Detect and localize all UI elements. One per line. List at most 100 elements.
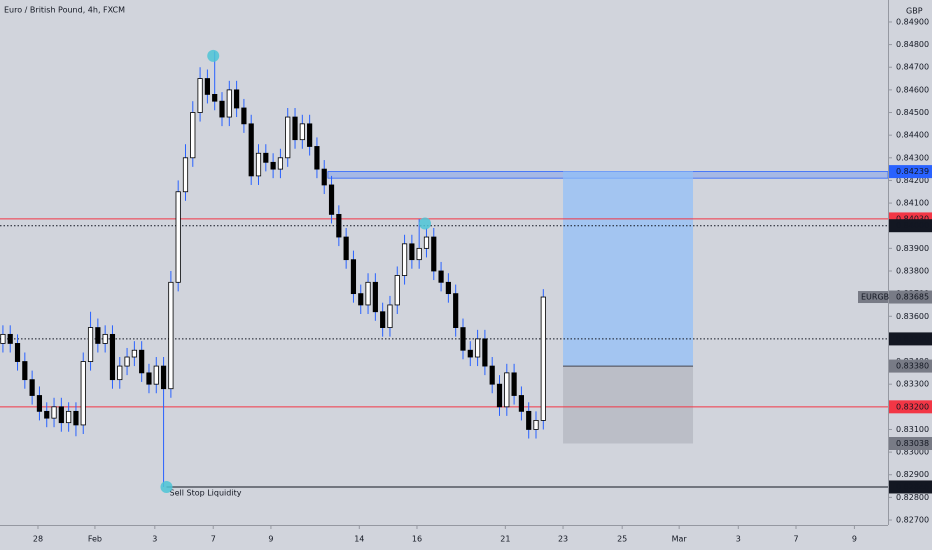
marker — [160, 480, 173, 493]
candle-body — [350, 259, 357, 295]
symbol-badge — [858, 291, 888, 304]
candle-body — [87, 327, 94, 362]
candle-body — [431, 236, 437, 272]
price-label: 0.83038 — [896, 439, 929, 448]
candle-body — [109, 333, 116, 381]
price-label: 0.83200 — [896, 402, 929, 411]
candle-body — [22, 361, 28, 381]
y-tick-label: 0.84500 — [896, 108, 929, 117]
y-tick-label: 0.83300 — [896, 380, 929, 389]
y-tick-label: 0.84100 — [896, 199, 929, 208]
candle-body — [197, 78, 203, 113]
candle-body — [190, 112, 196, 159]
y-tick-label: 0.82800 — [896, 493, 929, 502]
x-tick-label: 28 — [33, 535, 43, 544]
y-tick-label: 0.84600 — [896, 85, 929, 94]
y-tick-label: 0.82900 — [896, 470, 929, 479]
price-badge — [889, 436, 932, 450]
price-label: 0.83685 — [896, 293, 929, 302]
x-tick-label: 16 — [412, 535, 422, 544]
candle-body — [358, 293, 364, 306]
candle-body — [58, 406, 64, 424]
symbol-label: EURGBP — [861, 293, 894, 302]
x-tick-label: 14 — [354, 535, 364, 544]
x-tick-label: 7 — [211, 535, 216, 544]
y-tick-label: 0.84800 — [896, 40, 929, 49]
currency: GBP — [906, 7, 923, 16]
candle-body — [504, 372, 510, 408]
x-tick-label: 9 — [268, 535, 273, 544]
level-text: Sell Stop Liquidity — [170, 488, 242, 497]
x-tick-label: Mar — [672, 535, 688, 544]
candle-body — [409, 243, 415, 261]
x-tick-label: 23 — [558, 535, 568, 544]
candle-body — [453, 293, 459, 328]
candle-body — [102, 333, 108, 344]
candle-body — [438, 270, 444, 283]
candle-body — [95, 327, 101, 344]
candle-body — [496, 383, 503, 408]
candle-body — [314, 146, 320, 170]
price-label: 0.84030 — [896, 214, 929, 223]
candle-body — [219, 100, 225, 118]
price-badge — [889, 332, 932, 346]
price-label: 0.82846 — [896, 482, 929, 491]
candle-body — [307, 123, 313, 147]
candle-body — [328, 184, 335, 215]
candle-body — [44, 410, 50, 419]
candle-body — [204, 78, 210, 95]
price-label: 0.84000 — [896, 221, 929, 230]
candle-body — [29, 379, 35, 396]
candle-body — [182, 157, 189, 193]
target-area — [563, 171, 694, 367]
x-tick-label: 7 — [793, 535, 798, 544]
candle-body — [160, 365, 167, 390]
chart-title: Euro / British Pound, 4h, FXCM — [4, 6, 125, 15]
candle-body — [146, 372, 152, 385]
candle-body — [380, 311, 386, 328]
plot: Sell Stop Liquidity — [0, 49, 889, 497]
candle-body — [285, 116, 291, 159]
price-badge — [889, 165, 932, 179]
y-tick-label: 0.82700 — [896, 516, 929, 525]
candle-body — [489, 365, 495, 385]
y-tick-label: 0.83900 — [896, 244, 929, 253]
candle-body — [66, 410, 72, 424]
price-label: 0.83500 — [896, 334, 929, 343]
candle-body — [423, 236, 430, 249]
candle-body — [467, 349, 473, 358]
x-tick-label: 9 — [852, 535, 857, 544]
candle-body — [139, 349, 145, 374]
y-tick-label: 0.84700 — [896, 63, 929, 72]
candle-body — [482, 338, 488, 367]
candle-body — [80, 361, 86, 426]
candle-body — [0, 333, 6, 344]
marker — [419, 217, 432, 230]
candle-body — [526, 410, 532, 430]
candle-body — [270, 161, 276, 170]
candle-body — [299, 123, 305, 141]
candle-body — [343, 236, 349, 261]
candle-body — [168, 281, 174, 390]
price-badge — [889, 290, 932, 304]
price-label: 0.84239 — [896, 167, 929, 176]
candle-body — [511, 372, 517, 396]
candle-body — [401, 243, 408, 276]
candle-body — [372, 281, 378, 313]
candle-body — [7, 333, 13, 344]
candle-body — [394, 275, 400, 306]
candle-body — [263, 152, 269, 163]
candle-body — [234, 89, 240, 109]
candle-body — [518, 395, 524, 412]
candle-body — [175, 191, 181, 283]
price-badge — [889, 359, 932, 373]
candle-body — [387, 304, 393, 328]
price-badge — [889, 219, 932, 233]
candle-body — [445, 281, 451, 295]
candle-body — [540, 296, 546, 421]
marker — [207, 49, 220, 62]
x-tick-label: 3 — [152, 535, 157, 544]
y-tick-label: 0.83100 — [896, 425, 929, 434]
